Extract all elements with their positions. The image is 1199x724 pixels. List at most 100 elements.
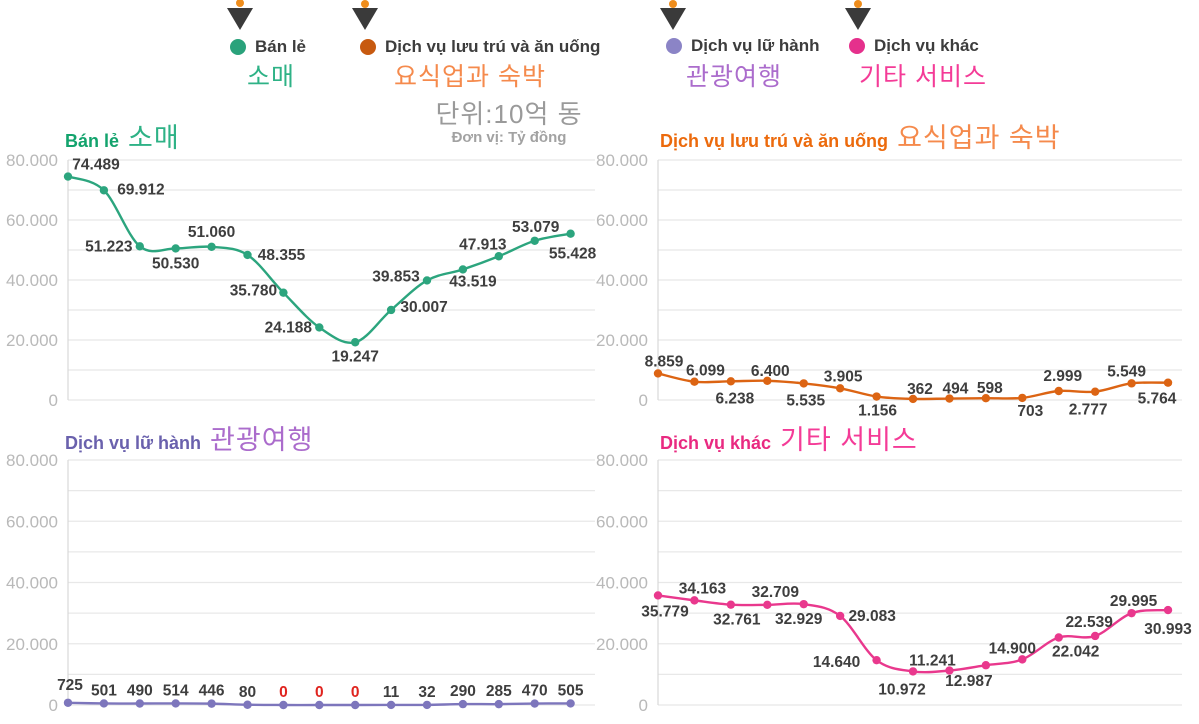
data-point <box>726 600 736 609</box>
data-label: 32.709 <box>752 584 800 601</box>
data-label: 505 <box>558 682 584 699</box>
data-label: 22.539 <box>1065 614 1113 631</box>
data-point <box>99 699 109 708</box>
data-point <box>763 600 772 610</box>
data-label: 74.489 <box>72 157 120 174</box>
data-point <box>99 186 109 195</box>
legend-label: Dịch vụ lữ hành <box>691 36 820 55</box>
data-label: 470 <box>522 683 548 700</box>
data-label: 3.905 <box>824 368 863 385</box>
data-point <box>1018 655 1027 664</box>
data-point <box>351 338 360 347</box>
data-point <box>1127 608 1136 618</box>
data-point <box>243 700 252 709</box>
data-point <box>494 699 503 709</box>
chart-title-ko: 기타 서비스 <box>780 425 918 455</box>
data-point <box>690 377 699 386</box>
data-point <box>653 369 663 378</box>
data-label: 6.400 <box>751 363 790 380</box>
data-label: 490 <box>127 682 153 699</box>
data-label: 501 <box>91 682 117 699</box>
data-point <box>243 250 252 260</box>
triangle-down-icon <box>660 8 686 30</box>
y-tick-label: 60.000 <box>6 211 58 230</box>
chart-title-ban-le: Bán lẻ 소매 <box>65 116 180 155</box>
data-label: 285 <box>486 683 512 700</box>
y-tick-label: 40.000 <box>596 574 648 593</box>
data-label: 55.428 <box>549 246 597 263</box>
data-label: 2.777 <box>1069 402 1108 419</box>
data-point <box>872 392 881 401</box>
data-label: 34.163 <box>679 580 727 597</box>
y-tick-label: 20.000 <box>6 635 58 654</box>
data-label: 290 <box>450 683 476 700</box>
data-point <box>422 276 432 285</box>
data-point <box>726 377 736 386</box>
data-point <box>351 700 360 710</box>
y-tick-label: 80.000 <box>596 451 648 470</box>
chart-panel-2: 80.000 60.000 40.000 20.000 0 725 501 490 514 446… <box>6 451 595 715</box>
chart-title-vi: Bán lẻ <box>65 131 120 151</box>
data-point <box>207 242 216 252</box>
data-point <box>1054 386 1063 396</box>
y-tick-label: 40.000 <box>596 271 648 290</box>
legend-korean-label: 요식업과 숙박 <box>394 63 546 91</box>
data-label: 14.900 <box>989 640 1036 657</box>
legend-label: Bán lẻ <box>255 37 307 56</box>
data-point <box>908 667 918 676</box>
data-label: 30.007 <box>400 299 447 316</box>
data-point <box>171 244 180 253</box>
y-tick-label: 20.000 <box>596 635 648 654</box>
data-label: 22.042 <box>1052 643 1099 660</box>
y-tick-label: 80.000 <box>6 451 58 470</box>
data-point <box>799 379 808 388</box>
data-point <box>530 236 539 245</box>
data-point <box>799 599 808 609</box>
data-label: 514 <box>163 682 189 699</box>
data-label: 80 <box>239 684 256 701</box>
legend-label: Dịch vụ khác <box>874 36 979 55</box>
data-point <box>835 611 845 621</box>
data-point <box>171 699 180 708</box>
data-label: 14.640 <box>813 654 860 671</box>
data-label: 703 <box>1017 403 1043 420</box>
triangle-down-icon <box>845 8 871 30</box>
data-label: 1.156 <box>858 403 897 420</box>
data-label: 6.099 <box>686 363 725 380</box>
data-point <box>315 323 324 332</box>
data-point <box>763 376 772 385</box>
data-label: 43.519 <box>449 273 497 290</box>
data-label: 32 <box>418 684 435 701</box>
legend-dot-icon <box>230 39 246 55</box>
data-label: 50.530 <box>152 255 199 272</box>
data-point <box>945 394 954 403</box>
y-tick-label: 80.000 <box>6 151 58 170</box>
data-label: 51.223 <box>85 238 133 255</box>
data-point <box>981 394 991 403</box>
data-label: 12.987 <box>945 673 992 690</box>
unit-label-vietnamese: Đơn vị: Tỷ đồng <box>451 129 567 146</box>
data-point <box>386 305 396 315</box>
data-point <box>872 655 881 665</box>
chart-title-lu-hanh: Dịch vụ lữ hành 관광여행 <box>65 418 313 457</box>
legend-label: Dịch vụ lưu trú và ăn uống <box>385 37 601 56</box>
data-label: 10.972 <box>878 681 925 698</box>
data-point <box>458 699 468 709</box>
y-tick-label: 40.000 <box>6 271 58 290</box>
data-point <box>1127 379 1136 388</box>
legend-korean-label: 소매 <box>246 63 296 91</box>
data-label: 598 <box>977 380 1003 397</box>
data-point <box>981 661 991 670</box>
data-point <box>945 666 954 675</box>
data-point <box>1163 605 1173 615</box>
data-label: 39.853 <box>372 268 420 285</box>
unit-annotation: 단위:10억 동 Đơn vị: Tỷ đồng <box>435 94 582 146</box>
triangle-down-icon <box>352 8 378 30</box>
data-label: 11.241 <box>909 653 956 670</box>
data-label: 30.993 <box>1144 621 1192 638</box>
data-point <box>207 699 216 708</box>
data-point <box>279 288 288 297</box>
data-point <box>1018 393 1027 403</box>
data-point <box>386 700 396 710</box>
data-label: 29.995 <box>1110 593 1158 610</box>
